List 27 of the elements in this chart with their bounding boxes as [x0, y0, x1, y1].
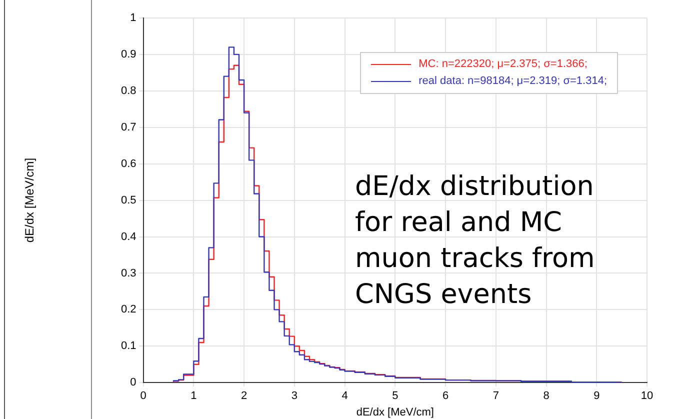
x-tick-label: 3 — [291, 390, 298, 402]
text: dE/dx [MeV/cm] — [22, 158, 36, 243]
y-tick-label: 0.7 — [120, 121, 136, 134]
legend-label: MC: n=222320; μ=2.375; σ=1.366; — [418, 57, 588, 72]
legend-label: real data: n=98184; μ=2.319; σ=1.314; — [418, 74, 607, 89]
y-tick-label: 0.6 — [120, 158, 136, 170]
x-axis-title: dE/dx [MeV/cm] — [356, 406, 434, 418]
y-tick-label: 0.2 — [120, 304, 136, 316]
y-tick-label: 0.8 — [120, 84, 136, 97]
x-tick-label: 0 — [140, 390, 146, 402]
y-tick-label: 0.4 — [120, 230, 136, 243]
y-tick-label: 0 — [130, 376, 136, 389]
x-tick-label: 5 — [392, 390, 398, 402]
x-tick-label: 2 — [240, 390, 248, 402]
annotation: dE/dx distribution for real and MC muon tracks from CNGS events — [355, 171, 595, 310]
x-tick-label: 1 — [190, 390, 197, 402]
x-tick-label: 9 — [594, 390, 600, 402]
y-tick-label: 0.3 — [120, 267, 136, 280]
x-tick-label: 10 — [640, 390, 654, 402]
x-tick-label: 8 — [543, 390, 550, 402]
x-tick-label: 7 — [492, 390, 499, 402]
x-tick-label: 4 — [342, 390, 348, 402]
y-tick-label: 0.9 — [120, 48, 136, 60]
x-tick-label: 6 — [442, 390, 449, 402]
y-tick-label: 1 — [130, 12, 136, 24]
y-tick-label: 0.1 — [120, 340, 136, 352]
y-tick-label: 0.5 — [120, 194, 136, 206]
